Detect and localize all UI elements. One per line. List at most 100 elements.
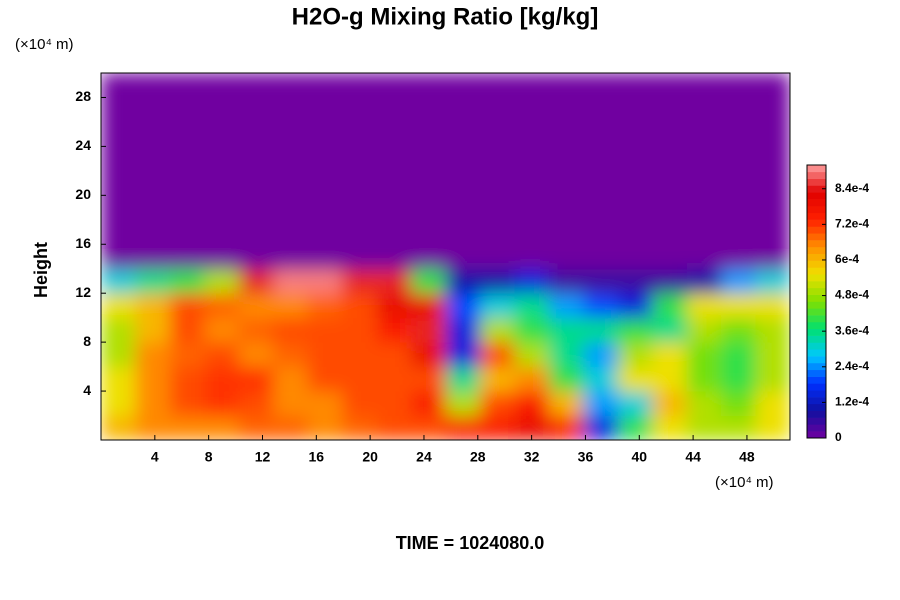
- cell: [204, 195, 240, 221]
- cell: [169, 391, 205, 417]
- cell: [342, 219, 378, 245]
- cell: [583, 146, 619, 172]
- cell: [617, 244, 653, 270]
- cell: [445, 195, 481, 221]
- cell: [755, 293, 790, 319]
- field: [101, 73, 790, 440]
- cell: [479, 317, 515, 343]
- cell: [617, 391, 653, 417]
- cell: [135, 97, 171, 123]
- cell: [652, 146, 688, 172]
- colorbar-band: [807, 335, 826, 343]
- cell: [755, 366, 790, 392]
- cell: [411, 146, 446, 172]
- colorbar-band: [807, 240, 826, 248]
- cell: [617, 268, 653, 294]
- cell: [617, 97, 653, 123]
- cell: [307, 268, 343, 294]
- cell: [273, 342, 309, 368]
- colorbar-band: [807, 287, 826, 295]
- cell: [548, 268, 584, 294]
- cell: [342, 146, 378, 172]
- cell: [411, 97, 446, 123]
- cell: [169, 366, 205, 392]
- cell: [411, 268, 446, 294]
- cell: [548, 415, 584, 440]
- cell: [617, 219, 653, 245]
- colorbar-tick-label: 8.4e-4: [835, 181, 869, 195]
- cell: [548, 317, 584, 343]
- colorbar-tick-label: 4.8e-4: [835, 288, 869, 302]
- cell: [583, 170, 619, 196]
- cell: [411, 342, 446, 368]
- cell: [583, 73, 619, 98]
- cell: [652, 195, 688, 221]
- x-tick-label: 40: [631, 449, 647, 465]
- x-tick-label: 44: [685, 449, 701, 465]
- cell: [238, 391, 274, 417]
- cell: [101, 366, 136, 392]
- cell: [307, 195, 343, 221]
- x-tick-label: 16: [309, 449, 325, 465]
- colorbar-band: [807, 424, 826, 432]
- cell: [135, 366, 171, 392]
- cell: [307, 342, 343, 368]
- cell: [548, 391, 584, 417]
- cell: [411, 293, 446, 319]
- cell: [548, 97, 584, 123]
- cell: [238, 366, 274, 392]
- cell: [204, 391, 240, 417]
- cell: [342, 366, 378, 392]
- cell: [686, 268, 722, 294]
- cell: [376, 391, 412, 417]
- cell: [307, 73, 343, 98]
- cell: [445, 317, 481, 343]
- cell: [204, 366, 240, 392]
- cell: [721, 342, 757, 368]
- cell: [376, 97, 412, 123]
- colorbar-band: [807, 397, 826, 405]
- cell: [721, 317, 757, 343]
- cell: [101, 391, 136, 417]
- cell: [479, 293, 515, 319]
- colorbar-band: [807, 294, 826, 302]
- cell: [342, 121, 378, 147]
- cell: [135, 342, 171, 368]
- cell: [135, 195, 171, 221]
- cell: [479, 146, 515, 172]
- cell: [652, 73, 688, 98]
- cell: [307, 391, 343, 417]
- cell: [169, 73, 205, 98]
- cell: [617, 121, 653, 147]
- colorbar-tick-label: 2.4e-4: [835, 359, 869, 373]
- cell: [721, 219, 757, 245]
- cell: [755, 391, 790, 417]
- cell: [721, 366, 757, 392]
- cell: [548, 121, 584, 147]
- cell: [135, 146, 171, 172]
- colorbar-band: [807, 267, 826, 275]
- cell: [479, 97, 515, 123]
- colorbar-band: [807, 233, 826, 241]
- cell: [514, 195, 550, 221]
- y-tick-label: 4: [83, 382, 91, 398]
- cell: [514, 244, 550, 270]
- cell: [686, 244, 722, 270]
- cell: [238, 268, 274, 294]
- cell: [548, 170, 584, 196]
- cell: [376, 195, 412, 221]
- colorbar-band: [807, 212, 826, 220]
- cell: [445, 293, 481, 319]
- cell: [652, 170, 688, 196]
- cell: [238, 97, 274, 123]
- cell: [307, 317, 343, 343]
- colorbar-band: [807, 178, 826, 186]
- y-tick-label: 20: [75, 186, 91, 202]
- cell: [411, 170, 446, 196]
- cell: [273, 268, 309, 294]
- x-tick-label: 12: [255, 449, 271, 465]
- cell: [583, 317, 619, 343]
- cell: [342, 342, 378, 368]
- cell: [169, 293, 205, 319]
- colorbar-band: [807, 376, 826, 384]
